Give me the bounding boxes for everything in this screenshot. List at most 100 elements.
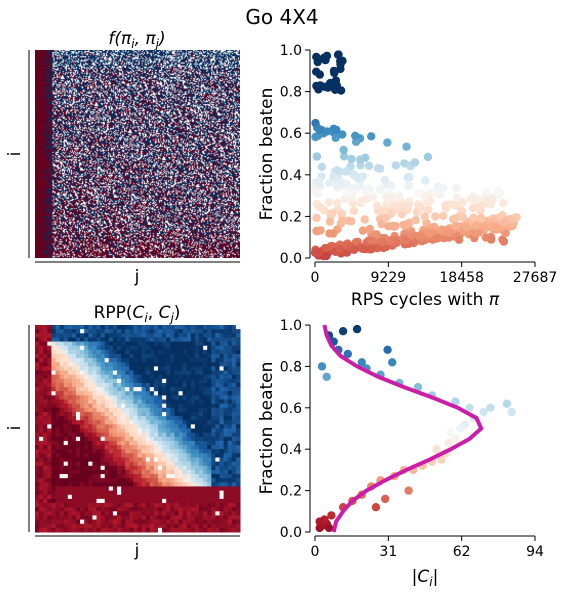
heatmap-cell [215,366,220,372]
heatmap-cell [186,457,192,463]
heatmap-cell [137,449,143,454]
heatmap-cell [203,453,208,458]
heatmap-cell [149,436,155,442]
heatmap-cell [104,325,110,330]
heatmap-cell [117,503,122,508]
scatter-point [396,202,406,212]
heatmap-cell [80,461,85,467]
heatmap-cell [194,353,200,359]
heatmap-cell [117,358,122,363]
scatter-point [339,152,349,161]
heatmap-cell [96,432,102,438]
heatmap-cell [108,490,114,496]
heatmap-cell [137,498,143,504]
heatmap-cell [158,329,163,334]
heatmap-cell [215,494,220,500]
heatmap-cell [235,449,241,454]
heatmap-cell [190,445,196,450]
heatmap-cell [145,457,151,463]
scatter-point [325,217,335,226]
heatmap-cell [88,353,93,359]
heatmap-cell [92,503,97,508]
heatmap-cell [100,507,106,512]
scatter-point [315,517,324,526]
heatmap-cell [117,428,122,434]
scatter-ci-fit-curve [322,324,484,533]
heatmap-cell [47,449,52,454]
heatmap-cell [207,457,212,463]
heatmap-cell [141,519,147,525]
scatter-point [433,234,443,243]
scatter-point [391,161,400,170]
heatmap-cell [194,486,200,492]
heatmap-cell [227,411,233,417]
heatmap-cell [137,370,143,376]
heatmap-cell [55,432,61,438]
heatmap-cell [67,457,73,463]
heatmap-cell [121,382,126,388]
heatmap-cell [170,337,175,343]
heatmap-cell [55,329,61,334]
heatmap-cell [71,403,77,409]
heatmap-cell [182,519,188,525]
heatmap-cell [194,482,200,487]
heatmap-cell [162,329,167,334]
heatmap-cell [35,523,40,529]
heatmap-cell [199,519,204,525]
heatmap-cell [88,490,93,496]
heatmap-cell [182,478,188,483]
heatmap-cell [178,329,184,334]
heatmap-cell [137,469,143,475]
heatmap-cell [63,329,69,334]
heatmap-cell [55,333,61,338]
heatmap-cell [47,366,52,372]
heatmap-cell [104,403,110,409]
heatmap-cell [207,349,212,355]
heatmap-cell [112,325,118,330]
heatmap-cell [194,337,200,343]
heatmap-cell [219,391,225,396]
heatmap-cell [158,478,163,483]
heatmap-cell [92,358,97,363]
heatmap-cell [178,374,184,380]
heatmap-cell [174,325,179,330]
heatmap-cell [80,325,85,330]
heatmap-cell [174,511,179,516]
heatmap-cell [215,527,220,533]
heatmap-cell [47,337,52,343]
heatmap-f-xlabel: j [134,267,140,287]
heatmap-cell [43,453,48,458]
scatter-point [395,191,404,200]
heatmap-cell [67,503,73,508]
heatmap-cell [96,345,102,351]
heatmap-cell [178,432,184,438]
heatmap-cell [88,411,93,417]
heatmap-cell [199,449,204,454]
heatmap-cell [190,416,196,421]
heatmap-cell [100,457,106,463]
heatmap-cell [63,395,69,401]
heatmap-cell [108,511,114,516]
heatmap-cell [96,494,102,500]
heatmap-cell [47,457,52,463]
heatmap-cell [203,474,208,479]
heatmap-cell [39,523,44,529]
heatmap-cell [211,333,216,338]
heatmap-cell [88,469,93,475]
heatmap-cell [76,349,81,355]
heatmap-cell [235,370,241,376]
heatmap-cell [39,453,44,458]
heatmap-cell [125,469,130,475]
heatmap-cell [55,465,61,471]
scatter-point [375,184,385,194]
heatmap-cell [141,494,147,500]
heatmap-cell [211,482,216,487]
heatmap-cell [227,490,233,496]
heatmap-cell [71,395,77,401]
heatmap-cell [199,387,204,392]
heatmap-cell [182,507,188,512]
heatmap-cell [211,416,216,421]
heatmap-cell [199,478,204,483]
heatmap-cell [141,523,147,529]
heatmap-cell [199,465,204,471]
